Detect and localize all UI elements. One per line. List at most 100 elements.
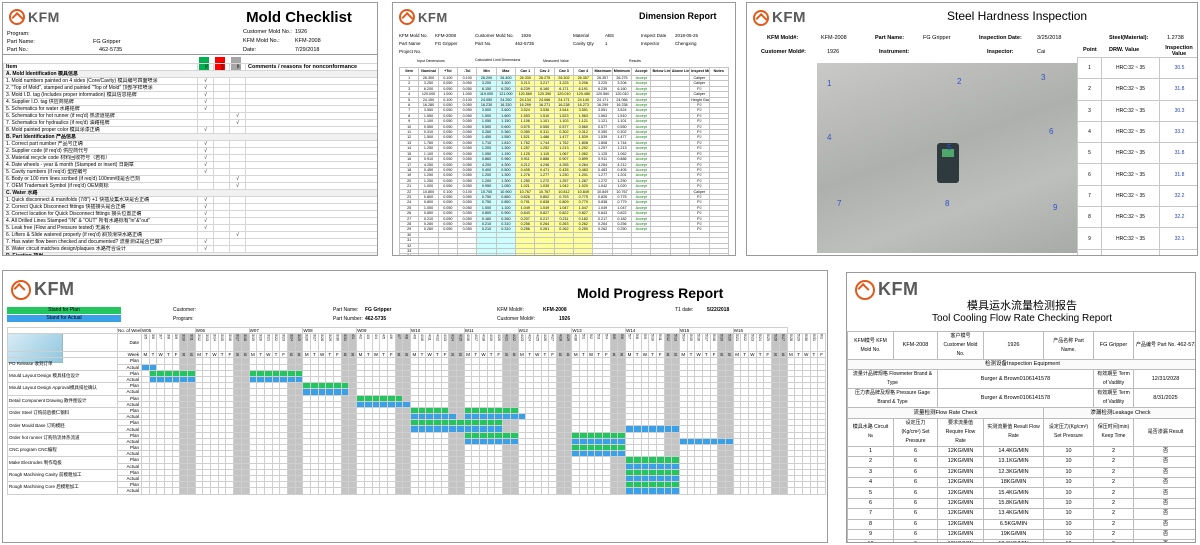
checklist-row: 2. "Top of Mold", stamped and painted "T…	[3, 84, 377, 92]
check-mark[interactable]: √	[197, 77, 214, 85]
check-mark[interactable]	[229, 161, 246, 169]
comment-cell[interactable]	[245, 224, 377, 232]
check-mark[interactable]	[229, 105, 246, 113]
comment-cell[interactable]	[245, 210, 377, 218]
check-mark[interactable]	[213, 238, 230, 246]
check-mark[interactable]: √	[197, 140, 214, 148]
comment-cell[interactable]	[245, 98, 377, 106]
comment-cell[interactable]	[245, 126, 377, 134]
check-mark[interactable]	[229, 245, 246, 253]
check-mark[interactable]: √	[197, 224, 214, 232]
check-mark[interactable]	[213, 84, 230, 92]
check-mark[interactable]	[229, 196, 246, 204]
check-mark[interactable]: √	[197, 126, 214, 134]
check-mark[interactable]	[197, 231, 214, 239]
check-mark[interactable]	[213, 217, 230, 225]
check-mark[interactable]: √	[197, 84, 214, 92]
comment-cell[interactable]	[245, 217, 377, 225]
check-mark[interactable]: √	[197, 161, 214, 169]
comment-cell[interactable]	[245, 154, 377, 162]
check-mark[interactable]	[213, 105, 230, 113]
check-mark[interactable]	[197, 112, 214, 120]
comment-cell[interactable]	[245, 168, 377, 176]
actual-cell	[809, 487, 819, 495]
check-mark[interactable]	[213, 168, 230, 176]
check-mark[interactable]	[213, 140, 230, 148]
check-mark[interactable]	[229, 91, 246, 99]
check-mark[interactable]: √	[197, 154, 214, 162]
check-mark[interactable]	[213, 203, 230, 211]
dimension-cell: PJ	[689, 112, 710, 120]
instrument-label: Instrument:	[879, 49, 910, 55]
comment-cell[interactable]	[245, 105, 377, 113]
check-mark[interactable]: √	[197, 210, 214, 218]
checklist-item: 1. Correct part number 产品号正确	[3, 140, 198, 148]
comment-cell[interactable]	[245, 175, 377, 183]
comment-cell[interactable]	[245, 84, 377, 92]
check-mark[interactable]	[213, 224, 230, 232]
check-mark[interactable]	[229, 210, 246, 218]
comment-cell[interactable]	[245, 231, 377, 239]
check-mark[interactable]	[229, 77, 246, 85]
check-mark[interactable]	[229, 154, 246, 162]
check-mark[interactable]	[213, 91, 230, 99]
check-mark[interactable]	[229, 147, 246, 155]
check-mark[interactable]	[229, 168, 246, 176]
check-mark[interactable]: √	[229, 231, 246, 239]
check-mark[interactable]	[213, 175, 230, 183]
t1-value: 5/22/2018	[707, 307, 730, 313]
check-mark[interactable]: √	[197, 196, 214, 204]
check-mark[interactable]	[213, 231, 230, 239]
comment-cell[interactable]	[245, 147, 377, 155]
check-mark[interactable]: √	[197, 168, 214, 176]
check-mark[interactable]	[229, 203, 246, 211]
check-mark[interactable]	[213, 119, 230, 127]
check-mark[interactable]: √	[197, 91, 214, 99]
comment-cell[interactable]	[245, 203, 377, 211]
check-mark[interactable]	[213, 154, 230, 162]
check-mark[interactable]	[229, 140, 246, 148]
check-mark[interactable]	[229, 224, 246, 232]
check-mark[interactable]	[213, 147, 230, 155]
comment-cell[interactable]	[245, 245, 377, 253]
comment-cell[interactable]	[245, 119, 377, 127]
check-mark[interactable]	[229, 238, 246, 246]
check-mark[interactable]	[197, 119, 214, 127]
check-mark[interactable]	[229, 217, 246, 225]
check-mark[interactable]: √	[229, 112, 246, 120]
check-mark[interactable]	[229, 98, 246, 106]
check-mark[interactable]	[197, 175, 214, 183]
check-mark[interactable]: √	[197, 98, 214, 106]
check-mark[interactable]	[229, 126, 246, 134]
comment-cell[interactable]	[245, 182, 377, 190]
comment-cell[interactable]	[245, 238, 377, 246]
check-mark[interactable]: √	[229, 119, 246, 127]
check-mark[interactable]	[213, 98, 230, 106]
check-mark[interactable]	[229, 84, 246, 92]
check-mark[interactable]	[213, 182, 230, 190]
comment-cell[interactable]	[245, 77, 377, 85]
date-cell: 5/5	[609, 333, 619, 353]
check-mark[interactable]: √	[197, 245, 214, 253]
check-mark[interactable]	[213, 161, 230, 169]
actual-cell	[694, 487, 703, 495]
check-mark[interactable]	[213, 112, 230, 120]
comment-cell[interactable]	[245, 112, 377, 120]
check-mark[interactable]	[213, 77, 230, 85]
comment-cell[interactable]	[245, 196, 377, 204]
check-mark[interactable]	[197, 182, 214, 190]
check-mark[interactable]: √	[229, 175, 246, 183]
check-mark[interactable]	[213, 196, 230, 204]
check-mark[interactable]: √	[197, 238, 214, 246]
comment-cell[interactable]	[245, 161, 377, 169]
check-mark[interactable]	[213, 210, 230, 218]
check-mark[interactable]	[213, 126, 230, 134]
check-mark[interactable]: √	[197, 105, 214, 113]
comment-cell[interactable]	[245, 91, 377, 99]
check-mark[interactable]: √	[197, 217, 214, 225]
check-mark[interactable]: √	[197, 203, 214, 211]
check-mark[interactable]: √	[197, 147, 214, 155]
check-mark[interactable]	[213, 245, 230, 253]
check-mark[interactable]: √	[229, 182, 246, 190]
comment-cell[interactable]	[245, 140, 377, 148]
